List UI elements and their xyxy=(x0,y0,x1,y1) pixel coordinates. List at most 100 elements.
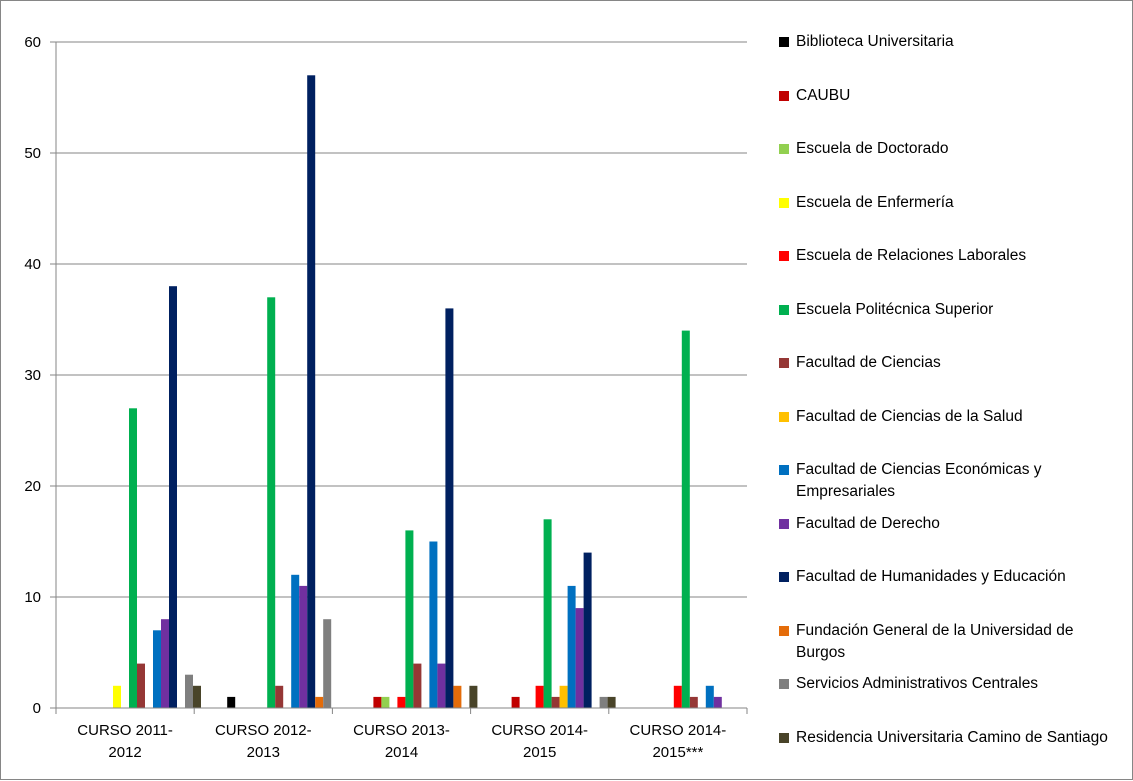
legend-swatch xyxy=(779,91,789,101)
bars xyxy=(113,75,722,709)
bar xyxy=(535,685,544,708)
bar xyxy=(673,685,682,708)
legend-label: Escuela de Doctorado xyxy=(796,140,949,157)
bar xyxy=(397,696,406,708)
x-tick-label: CURSO 2012- 2013 xyxy=(215,722,312,761)
bar xyxy=(227,696,236,708)
bar xyxy=(299,585,308,708)
bar xyxy=(437,663,446,708)
legend-item: Facultad de Ciencias Económicas y Empres… xyxy=(779,459,1124,503)
bar xyxy=(543,519,552,708)
bar xyxy=(583,552,592,708)
legend-item: Escuela Politécnica Superior xyxy=(779,299,1124,321)
legend-item: Facultad de Humanidades y Educación xyxy=(779,566,1124,588)
x-tick-label-line: 2015*** xyxy=(652,744,703,761)
bar xyxy=(559,685,568,708)
legend-label: Escuela de Relaciones Laborales xyxy=(796,247,1027,264)
bar xyxy=(567,585,576,708)
bar xyxy=(689,696,698,708)
x-tick-label-line: CURSO 2011- xyxy=(77,722,173,739)
legend-swatch xyxy=(779,465,789,475)
x-tick-label-line: 2012 xyxy=(108,744,141,761)
legend-label: Facultad de Ciencias xyxy=(796,354,941,371)
legend-swatch xyxy=(779,358,789,368)
legend-item: Facultad de Derecho xyxy=(779,513,1124,535)
axes xyxy=(50,41,748,714)
bar xyxy=(291,574,300,708)
y-tick-label: 30 xyxy=(24,367,41,384)
legend-swatch xyxy=(779,412,789,422)
y-tick-label: 40 xyxy=(24,256,41,273)
bar xyxy=(681,330,690,708)
gridlines xyxy=(56,41,747,598)
legend-swatch xyxy=(779,305,789,315)
legend-label: Facultad de Ciencias Económicas y Empres… xyxy=(796,461,1042,500)
bar xyxy=(315,696,324,708)
bar xyxy=(599,696,608,708)
legend-swatch xyxy=(779,572,789,582)
bar xyxy=(575,608,584,708)
y-tick-label: 0 xyxy=(33,700,41,717)
x-tick-labels: CURSO 2011- 2012 CURSO 2012- 2013 CURSO 2013… xyxy=(77,722,726,761)
bar xyxy=(267,297,276,708)
legend-item: CAUBU xyxy=(779,85,1124,107)
y-tick-label: 60 xyxy=(24,34,41,51)
legend-label: Facultad de Humanidades y Educación xyxy=(796,568,1066,585)
x-tick-label-line: CURSO 2012- xyxy=(215,722,312,739)
x-tick-label-line: CURSO 2013- xyxy=(353,722,450,739)
legend-label: Fundación General de la Universidad de B… xyxy=(796,622,1074,661)
legend-label: Escuela de Enfermería xyxy=(796,194,954,211)
x-tick-label-line: CURSO 2014- xyxy=(630,722,727,739)
bar xyxy=(413,663,422,708)
legend-label: Servicios Administrativos Centrales xyxy=(796,675,1039,692)
bar xyxy=(429,541,438,708)
y-tick-labels: 0 10 20 30 40 50 60 xyxy=(24,34,41,717)
legend-label: Escuela Politécnica Superior xyxy=(796,301,994,318)
y-tick-label: 50 xyxy=(24,145,41,162)
bar xyxy=(161,619,169,708)
bar xyxy=(405,530,414,708)
legend-swatch xyxy=(779,251,789,261)
bar xyxy=(453,685,462,708)
bar xyxy=(185,674,193,708)
bar xyxy=(113,685,121,708)
legend-item: Facultad de Ciencias xyxy=(779,352,1124,374)
legend-item: Escuela de Doctorado xyxy=(779,138,1124,160)
bar xyxy=(307,75,316,709)
bar xyxy=(137,663,145,708)
bar xyxy=(323,619,332,708)
legend-item: Fundación General de la Universidad de B… xyxy=(779,620,1124,664)
legend-label: Facultad de Derecho xyxy=(796,515,940,532)
bar xyxy=(169,286,177,708)
bar xyxy=(551,696,560,708)
legend-item: Escuela de Enfermería xyxy=(779,192,1124,214)
legend-swatch xyxy=(779,733,789,743)
legend-item: Facultad de Ciencias de la Salud xyxy=(779,406,1124,428)
x-tick-label-line: 2015 xyxy=(523,744,556,761)
x-tick-label: CURSO 2011- 2012 xyxy=(77,722,173,761)
bar xyxy=(275,685,284,708)
bar xyxy=(469,685,478,708)
legend-swatch xyxy=(779,626,789,636)
x-tick-label: CURSO 2013- 2014 xyxy=(353,722,450,761)
legend-swatch xyxy=(779,144,789,154)
bar xyxy=(705,685,714,708)
legend-label: CAUBU xyxy=(796,87,851,104)
bar xyxy=(381,696,390,708)
bar xyxy=(193,685,201,708)
x-tick-label-line: 2014 xyxy=(385,744,418,761)
legend-swatch xyxy=(779,679,789,689)
legend-item: Biblioteca Universitaria xyxy=(779,31,1124,53)
x-tick-label: CURSO 2014- 2015*** xyxy=(630,722,727,761)
legend-label: Residencia Universitaria Camino de Santi… xyxy=(796,729,1108,746)
y-tick-label: 20 xyxy=(24,478,41,495)
y-tick-label: 10 xyxy=(24,589,41,606)
bar xyxy=(153,630,161,708)
bar xyxy=(713,696,722,708)
legend-label: Biblioteca Universitaria xyxy=(796,33,954,50)
bar xyxy=(511,696,520,708)
x-tick-label: CURSO 2014- 2015 xyxy=(491,722,588,761)
legend-item: Servicios Administrativos Centrales xyxy=(779,673,1124,695)
